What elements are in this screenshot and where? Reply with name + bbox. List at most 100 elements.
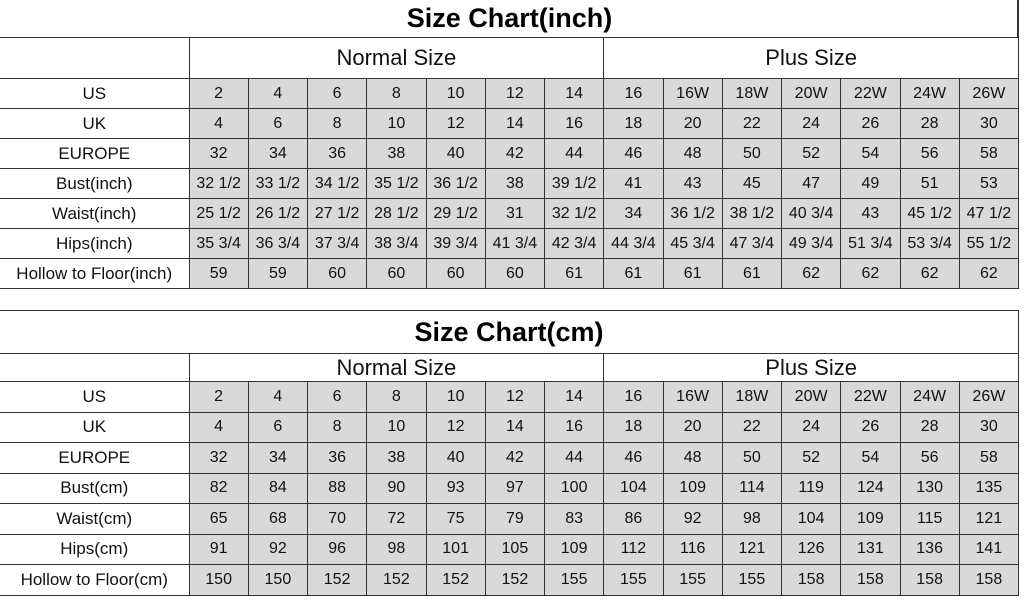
size-cell: 4 [188, 411, 249, 443]
size-cell: 136 [899, 533, 960, 565]
size-cell: 51 [899, 168, 960, 199]
size-cell: 155 [543, 564, 605, 596]
size-cell: 45 [721, 168, 783, 199]
size-cell: 37 3/4 [306, 228, 368, 259]
table-row: UK 4 6 8 10 12 14 16 18 20 22 24 26 28 30 [0, 411, 1020, 443]
size-cell: 43 [840, 198, 901, 229]
size-cell: 4 [188, 108, 249, 139]
size-cell: 47 1/2 [958, 198, 1020, 229]
size-cell: 4 [247, 78, 309, 109]
table-row: EUROPE 32 34 36 38 40 42 44 46 48 50 52 54 56 58 [0, 138, 1020, 169]
row-label: EUROPE [0, 442, 190, 474]
size-cell: 82 [188, 472, 249, 504]
row-label: Waist(inch) [0, 198, 190, 229]
size-cell: 158 [899, 564, 960, 596]
size-cell: 98 [721, 503, 783, 535]
size-cell: 14 [543, 381, 605, 413]
size-cell: 38 3/4 [366, 228, 427, 259]
size-cell: 36 3/4 [247, 228, 309, 259]
size-cell: 30 [958, 108, 1020, 139]
size-cell: 50 [721, 138, 783, 169]
size-cell: 14 [543, 78, 605, 109]
size-cell: 34 [247, 442, 309, 474]
size-cell: 27 1/2 [306, 198, 368, 229]
size-cell: 18 [603, 108, 664, 139]
size-cell: 35 3/4 [188, 228, 249, 259]
size-cell: 26 [840, 411, 901, 443]
size-cell: 36 1/2 [662, 198, 723, 229]
size-cell: 48 [662, 442, 723, 474]
size-cell: 38 [484, 168, 546, 199]
size-cell: 40 [425, 442, 486, 474]
size-cell: 24W [899, 78, 960, 109]
size-cell: 70 [306, 503, 368, 535]
size-cell: 12 [484, 78, 546, 109]
size-cell: 40 3/4 [780, 198, 842, 229]
size-cell: 49 [840, 168, 901, 199]
row-label: Hips(inch) [0, 228, 190, 259]
size-cell: 38 [366, 138, 427, 169]
size-cell: 112 [603, 533, 664, 565]
size-cell: 24 [780, 108, 842, 139]
size-cell: 22W [840, 78, 901, 109]
size-cell: 150 [188, 564, 249, 596]
size-cell: 72 [366, 503, 427, 535]
size-cell: 25 1/2 [188, 198, 249, 229]
size-cell: 46 [603, 442, 664, 474]
size-cell: 32 1/2 [188, 168, 249, 199]
size-cell: 10 [366, 108, 427, 139]
size-cell: 65 [188, 503, 249, 535]
corner-cell [0, 37, 190, 79]
size-cell: 42 3/4 [543, 228, 605, 259]
size-cell: 53 [958, 168, 1020, 199]
size-cell: 56 [899, 442, 960, 474]
size-cell: 96 [306, 533, 368, 565]
size-cell: 60 [306, 258, 368, 289]
size-cell: 100 [543, 472, 605, 504]
size-cell: 16 [603, 381, 664, 413]
table-row: Hips(cm) 91 92 96 98 101 105 109 112 116 121 126 131… [0, 533, 1020, 565]
size-cell: 55 1/2 [958, 228, 1020, 259]
table-row: EUROPE 32 34 36 38 40 42 44 46 48 50 52 54 56 58 [0, 442, 1020, 474]
size-cell: 119 [780, 472, 842, 504]
size-cell: 155 [721, 564, 783, 596]
size-cell: 8 [306, 108, 368, 139]
size-cell: 44 3/4 [603, 228, 664, 259]
size-cell: 8 [366, 381, 427, 413]
cm-size-table: Size Chart(cm) Normal Size Plus Size US 2… [0, 310, 1020, 596]
size-cell: 61 [662, 258, 723, 289]
size-cell: 60 [425, 258, 486, 289]
size-cell: 158 [958, 564, 1020, 596]
size-cell: 12 [425, 108, 486, 139]
size-cell: 56 [899, 138, 960, 169]
size-cell: 28 [899, 411, 960, 443]
size-cell: 16 [543, 108, 605, 139]
size-cell: 47 3/4 [721, 228, 783, 259]
size-cell: 152 [366, 564, 427, 596]
size-cell: 18 [603, 411, 664, 443]
size-cell: 22W [840, 381, 901, 413]
normal-size-header: Normal Size [188, 353, 605, 382]
size-cell: 26 [840, 108, 901, 139]
size-cell: 6 [306, 381, 368, 413]
size-cell: 62 [899, 258, 960, 289]
inch-size-table: Normal Size Plus Size US 2 4 6 8 10 12 14 16 16W 1… [0, 37, 1020, 289]
size-cell: 60 [366, 258, 427, 289]
size-cell: 32 [188, 442, 249, 474]
size-cell: 14 [484, 108, 546, 139]
size-cell: 79 [484, 503, 546, 535]
size-cell: 8 [366, 78, 427, 109]
size-cell: 10 [425, 78, 486, 109]
size-cell: 50 [721, 442, 783, 474]
size-cell: 54 [840, 442, 901, 474]
size-cell: 60 [484, 258, 546, 289]
size-cell: 61 [721, 258, 783, 289]
size-cell: 14 [484, 411, 546, 443]
table-row: Waist(inch) 25 1/2 26 1/2 27 1/2 28 1/2 29 1/… [0, 198, 1020, 229]
size-cell: 52 [780, 442, 842, 474]
size-cell: 38 [366, 442, 427, 474]
size-cell: 33 1/2 [247, 168, 309, 199]
size-cell: 104 [780, 503, 842, 535]
size-cell: 152 [425, 564, 486, 596]
row-label: UK [0, 411, 190, 443]
